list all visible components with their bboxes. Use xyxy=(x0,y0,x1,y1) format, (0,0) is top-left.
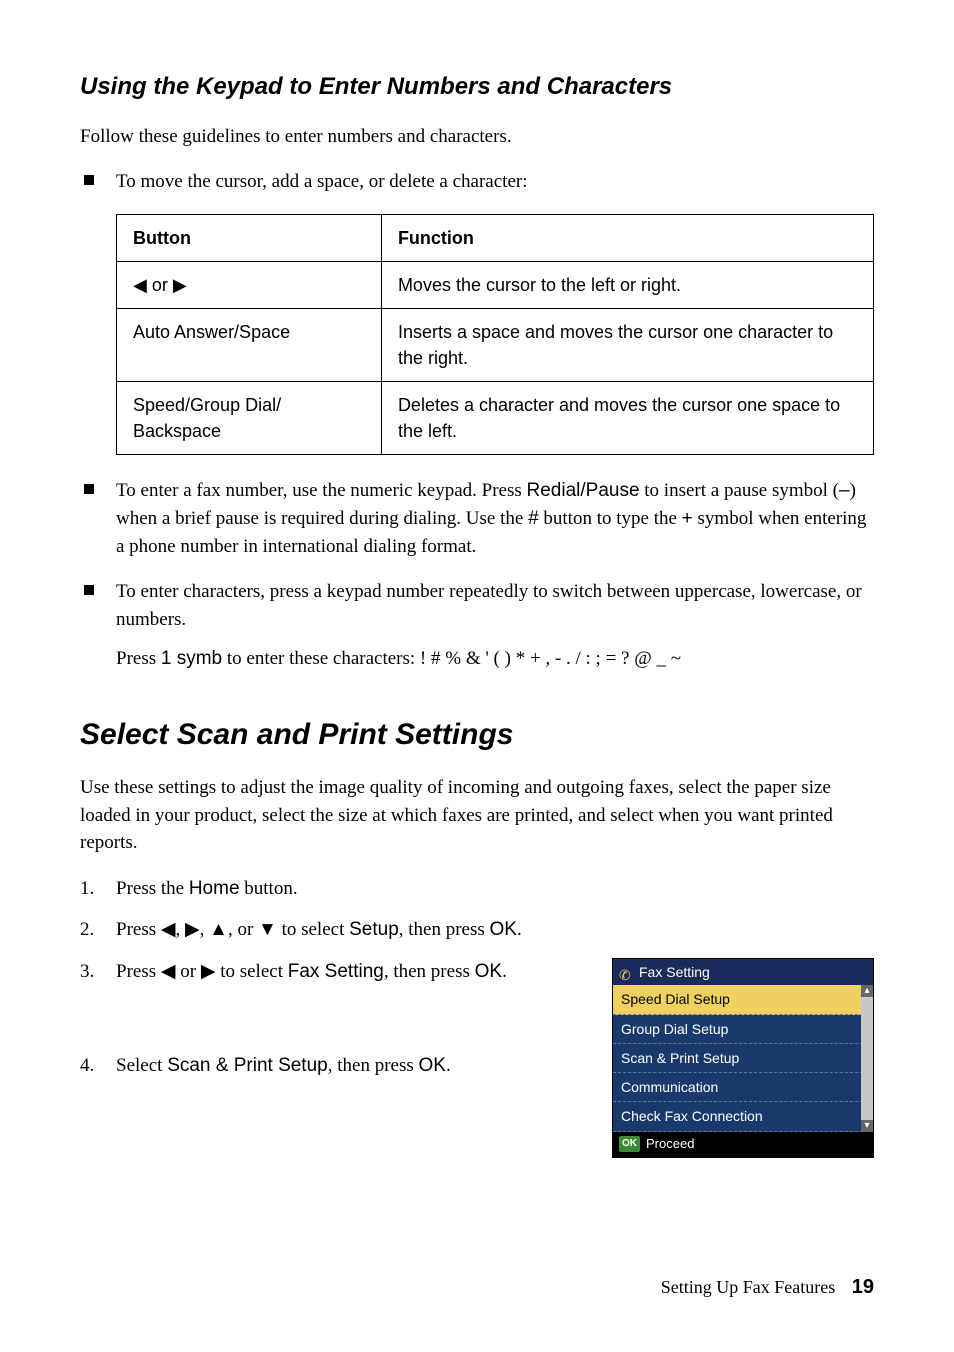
s1-post: button. xyxy=(240,878,298,899)
left-arrow-icon: ◀ xyxy=(161,958,176,986)
s2-c3: , or xyxy=(228,919,258,940)
fax-setting-lcd-screenshot: Fax Setting Speed Dial Setup Group Dial … xyxy=(612,958,874,1158)
phone-icon xyxy=(619,965,633,979)
s4-pre: Select xyxy=(116,1055,167,1076)
left-arrow-icon: ◀ xyxy=(161,916,176,944)
lcd-footer: OK Proceed xyxy=(613,1132,873,1157)
lcd-scrollbar: ▴ ▾ xyxy=(861,985,873,1131)
right-arrow-icon: ▶ xyxy=(173,272,187,298)
s3-pre: Press xyxy=(116,961,161,982)
g3-sub-post: to enter these characters: ! # % & ' ( )… xyxy=(222,648,681,669)
scan-print-setup-label: Scan & Print Setup xyxy=(167,1055,328,1076)
page-number: 19 xyxy=(852,1276,874,1298)
table-cell-function: Inserts a space and moves the cursor one… xyxy=(381,309,873,382)
guideline-item-3: To enter characters, press a keypad numb… xyxy=(80,578,874,673)
left-arrow-icon: ◀ xyxy=(133,272,147,298)
s2-c2: , xyxy=(200,919,210,940)
s2-post: . xyxy=(517,919,522,940)
s2-mid2: , then press xyxy=(399,919,490,940)
down-arrow-icon: ▼ xyxy=(258,916,277,944)
right-arrow-icon: ▶ xyxy=(185,916,200,944)
lcd-titlebar: Fax Setting xyxy=(613,959,873,985)
step-1: Press the Home button. xyxy=(80,875,874,903)
s1-pre: Press the xyxy=(116,878,189,899)
lcd-item-communication: Communication xyxy=(613,1073,873,1102)
page-footer: Setting Up Fax Features 19 xyxy=(661,1273,874,1302)
symb-button-label: 1 symb xyxy=(161,648,222,669)
s3-mid: to select xyxy=(215,961,287,982)
lcd-item-group-dial: Group Dial Setup xyxy=(613,1015,873,1044)
redial-pause-label: Redial/Pause xyxy=(527,480,640,501)
ok-label: OK xyxy=(490,919,517,940)
s2-pre: Press xyxy=(116,919,161,940)
guideline-item-1: To move the cursor, add a space, or dele… xyxy=(80,168,874,196)
section1-intro: Follow these guidelines to enter numbers… xyxy=(80,123,874,151)
fax-setting-label: Fax Setting xyxy=(288,961,384,982)
s2-c1: , xyxy=(176,919,186,940)
table-cell-function: Moves the cursor to the left or right. xyxy=(381,261,873,308)
table-row: Speed/Group Dial/ Backspace Deletes a ch… xyxy=(117,382,874,455)
ok-label: OK xyxy=(475,961,502,982)
footer-section-label: Setting Up Fax Features xyxy=(661,1277,835,1297)
right-arrow-icon: ▶ xyxy=(201,958,216,986)
g3-text: To enter characters, press a keypad numb… xyxy=(116,581,862,630)
ok-badge-icon: OK xyxy=(619,1136,640,1153)
up-arrow-icon: ▲ xyxy=(209,916,228,944)
table-cell-button: Speed/Group Dial/ Backspace xyxy=(117,382,382,455)
scroll-down-icon: ▾ xyxy=(861,1120,873,1132)
table-head-button: Button xyxy=(117,214,382,261)
ok-label: OK xyxy=(419,1055,446,1076)
s4-post: . xyxy=(446,1055,451,1076)
g2-pre: To enter a fax number, use the numeric k… xyxy=(116,480,527,501)
lcd-item-scan-print: Scan & Print Setup xyxy=(613,1044,873,1073)
hash-button-label: # xyxy=(528,508,539,529)
g2-mid1: to insert a pause symbol ( xyxy=(640,480,839,501)
or-text: or xyxy=(147,275,173,295)
table-row: ◀ or ▶ Moves the cursor to the left or r… xyxy=(117,261,874,308)
s2-mid: to select xyxy=(277,919,349,940)
guidelines-list: To move the cursor, add a space, or dele… xyxy=(80,168,874,196)
s3-mid2: , then press xyxy=(384,961,475,982)
button-function-table: Button Function ◀ or ▶ Moves the cursor … xyxy=(116,214,874,456)
guideline-item-2: To enter a fax number, use the numeric k… xyxy=(80,477,874,560)
lcd-footer-label: Proceed xyxy=(646,1135,694,1154)
table-head-function: Function xyxy=(381,214,873,261)
step-4: Select Scan & Print Setup, then press OK… xyxy=(80,1052,600,1080)
section-heading-keypad: Using the Keypad to Enter Numbers and Ch… xyxy=(80,70,874,105)
g2-mid3: button to type the xyxy=(539,508,682,529)
lcd-menu-body: Speed Dial Setup Group Dial Setup Scan &… xyxy=(613,985,873,1131)
section2-intro: Use these settings to adjust the image q… xyxy=(80,774,874,857)
scroll-up-icon: ▴ xyxy=(861,985,873,997)
table-cell-function: Deletes a character and moves the cursor… xyxy=(381,382,873,455)
steps-list: Press the Home button. Press ◀, ▶, ▲, or… xyxy=(80,875,874,1079)
lcd-title: Fax Setting xyxy=(639,962,710,982)
table-cell-button: Auto Answer/Space xyxy=(117,309,382,382)
lcd-item-check-fax: Check Fax Connection xyxy=(613,1102,873,1131)
table-cell-button: ◀ or ▶ xyxy=(117,261,382,308)
section-heading-scan-print: Select Scan and Print Settings xyxy=(80,713,874,757)
lcd-item-speed-dial: Speed Dial Setup xyxy=(613,985,873,1014)
guidelines-list-cont: To enter a fax number, use the numeric k… xyxy=(80,477,874,672)
plus-symbol: + xyxy=(682,508,693,529)
g3-subtext: Press 1 symb to enter these characters: … xyxy=(116,645,874,673)
table-row: Auto Answer/Space Inserts a space and mo… xyxy=(117,309,874,382)
g3-sub-pre: Press xyxy=(116,648,161,669)
pause-symbol: – xyxy=(839,480,850,501)
home-button-label: Home xyxy=(189,878,240,899)
s3-post: . xyxy=(502,961,507,982)
step-2: Press ◀, ▶, ▲, or ▼ to select Setup, the… xyxy=(80,916,874,944)
s3-or: or xyxy=(176,961,201,982)
guideline-1-text: To move the cursor, add a space, or dele… xyxy=(116,171,527,192)
setup-label: Setup xyxy=(349,919,399,940)
s4-mid: , then press xyxy=(328,1055,419,1076)
